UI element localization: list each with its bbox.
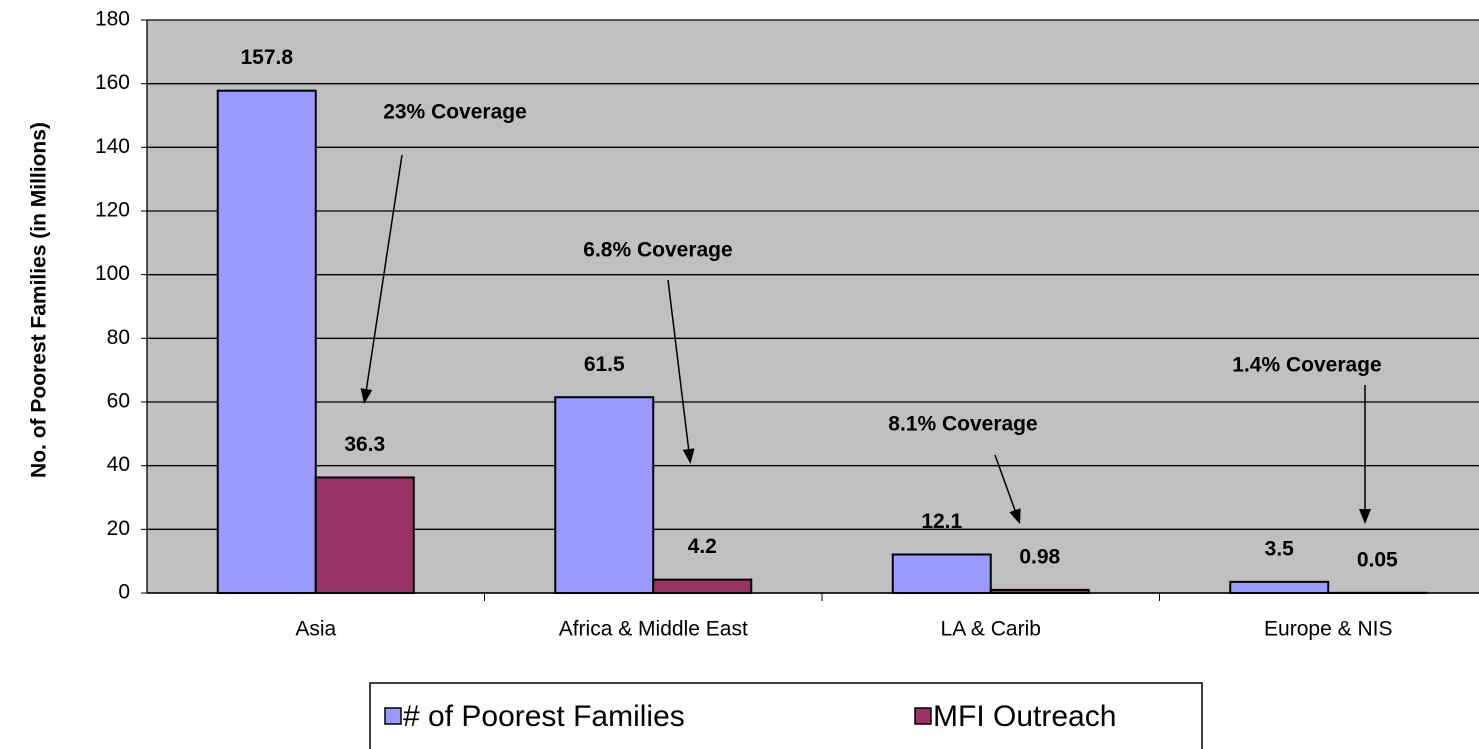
- y-tick-label: 180: [95, 8, 130, 31]
- y-tick-label: 40: [107, 453, 130, 476]
- data-label: 157.8: [240, 46, 293, 69]
- y-tick-label: 140: [95, 135, 130, 158]
- bar: [314, 476, 415, 595]
- y-tick-label: 80: [107, 326, 130, 349]
- bar: [891, 553, 992, 595]
- y-tick-label: 120: [95, 199, 130, 222]
- bar: [554, 396, 655, 594]
- annotation: 1.4% Coverage: [1232, 354, 1381, 377]
- y-tick-label: 0: [118, 581, 130, 604]
- annotation-arrow: [667, 279, 695, 464]
- annotation: 8.1% Coverage: [888, 413, 1037, 436]
- legend-swatch: [914, 707, 932, 725]
- x-tick-label: Africa & Middle East: [559, 618, 748, 641]
- annotation-arrow: [360, 154, 403, 404]
- legend-swatch: [384, 707, 402, 725]
- data-label: 0.05: [1357, 548, 1398, 571]
- y-axis-label: No. of Poorest Families (in Millions): [28, 122, 51, 478]
- bar: [216, 89, 317, 594]
- y-tick-label: 20: [107, 517, 130, 540]
- y-tick-label: 160: [95, 71, 130, 94]
- x-tick-label: Asia: [295, 618, 336, 641]
- data-label: 0.98: [1019, 545, 1060, 568]
- annotation-arrow: [994, 454, 1021, 525]
- y-tick-label: 60: [107, 390, 130, 413]
- legend-label: # of Poorest Families: [403, 700, 685, 733]
- annotation: 6.8% Coverage: [583, 239, 732, 262]
- bar: [652, 578, 753, 595]
- data-label: 61.5: [584, 353, 625, 376]
- data-label: 36.3: [344, 433, 385, 456]
- legend-label: MFI Outreach: [933, 700, 1116, 733]
- data-label: 4.2: [688, 535, 717, 558]
- x-tick-label: Europe & NIS: [1264, 618, 1392, 641]
- annotation: 23% Coverage: [383, 101, 527, 124]
- data-label: 3.5: [1265, 537, 1295, 560]
- legend-box: [369, 682, 1203, 749]
- data-label: 12.1: [921, 510, 962, 533]
- x-tick-label: LA & Carib: [941, 618, 1041, 641]
- bar: [1229, 580, 1330, 595]
- y-tick-label: 100: [95, 262, 130, 285]
